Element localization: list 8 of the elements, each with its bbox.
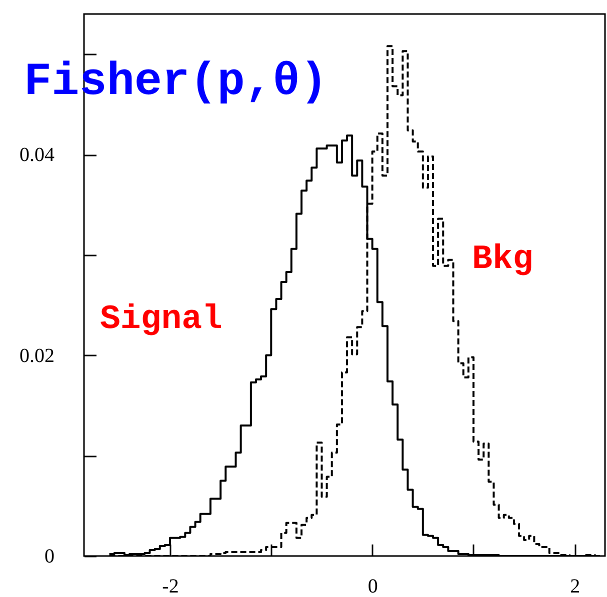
y-tick-label: 0.02 — [20, 344, 54, 367]
series-label: Signal — [100, 301, 222, 339]
x-tick-label: 0 — [368, 576, 378, 597]
y-tick-label: 0.04 — [20, 144, 54, 166]
x-tick-label: -2 — [162, 576, 179, 597]
x-tick-label: 2 — [570, 576, 580, 597]
y-tick-label: 0 — [44, 546, 54, 568]
series-label: Bkg — [472, 241, 534, 279]
